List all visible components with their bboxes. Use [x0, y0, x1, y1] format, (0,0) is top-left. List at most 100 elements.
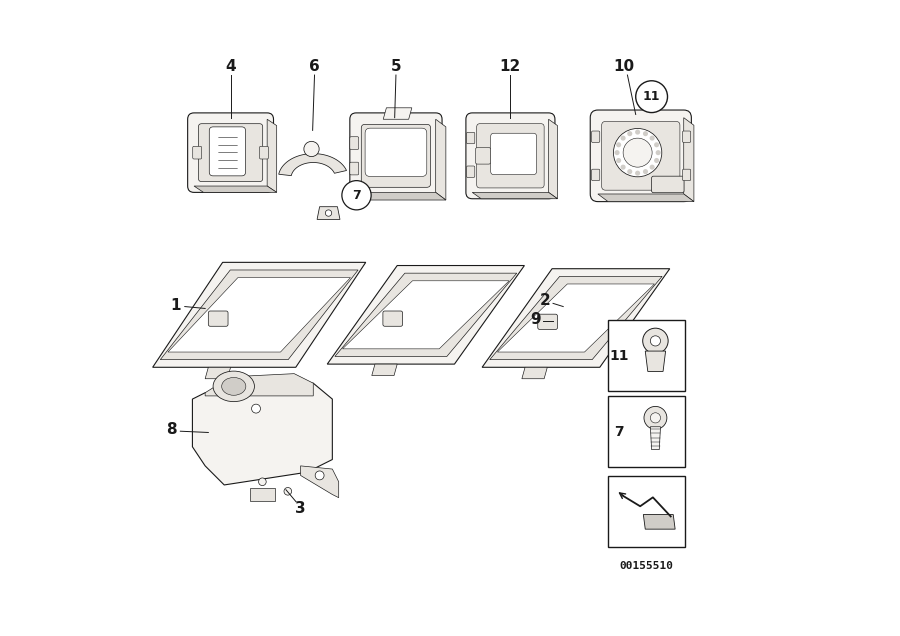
Polygon shape	[317, 207, 340, 219]
Polygon shape	[372, 364, 397, 375]
Polygon shape	[205, 368, 230, 378]
FancyBboxPatch shape	[590, 110, 691, 202]
Circle shape	[651, 336, 661, 346]
Polygon shape	[205, 374, 313, 396]
FancyBboxPatch shape	[350, 162, 359, 175]
FancyBboxPatch shape	[682, 169, 690, 181]
Polygon shape	[651, 427, 661, 450]
Circle shape	[643, 169, 648, 174]
Polygon shape	[168, 277, 350, 352]
Circle shape	[654, 142, 659, 148]
Polygon shape	[193, 383, 332, 485]
Polygon shape	[249, 488, 275, 501]
Polygon shape	[498, 284, 654, 352]
Polygon shape	[490, 276, 662, 360]
Polygon shape	[328, 265, 525, 364]
Circle shape	[635, 170, 640, 176]
Text: 9: 9	[530, 312, 541, 327]
FancyBboxPatch shape	[602, 121, 680, 190]
Polygon shape	[644, 515, 675, 529]
Circle shape	[252, 404, 260, 413]
Circle shape	[635, 130, 640, 135]
Polygon shape	[598, 194, 694, 202]
Polygon shape	[436, 120, 446, 200]
Text: 5: 5	[391, 59, 401, 74]
Bar	[608, 476, 685, 547]
Text: 10: 10	[613, 59, 634, 74]
Text: 2: 2	[540, 293, 551, 308]
Polygon shape	[383, 107, 412, 120]
FancyBboxPatch shape	[188, 113, 274, 192]
Circle shape	[616, 142, 621, 148]
Circle shape	[635, 81, 668, 113]
Polygon shape	[160, 270, 358, 360]
Text: 8: 8	[166, 422, 176, 437]
Polygon shape	[645, 351, 666, 371]
FancyBboxPatch shape	[682, 131, 690, 142]
Ellipse shape	[221, 377, 246, 395]
Text: 1: 1	[170, 298, 181, 313]
Circle shape	[616, 158, 621, 163]
FancyBboxPatch shape	[350, 137, 359, 149]
FancyBboxPatch shape	[591, 169, 599, 181]
Polygon shape	[335, 273, 517, 356]
FancyBboxPatch shape	[208, 311, 228, 326]
Circle shape	[623, 138, 652, 167]
Polygon shape	[267, 120, 276, 192]
Text: 4: 4	[225, 59, 236, 74]
FancyBboxPatch shape	[491, 134, 536, 174]
Text: 00155510: 00155510	[619, 561, 673, 571]
FancyBboxPatch shape	[538, 314, 557, 329]
Circle shape	[614, 128, 662, 177]
Circle shape	[627, 169, 633, 174]
Circle shape	[621, 135, 626, 141]
Circle shape	[644, 406, 667, 429]
Polygon shape	[549, 120, 557, 198]
Text: 7: 7	[615, 425, 624, 439]
Text: 6: 6	[310, 59, 320, 74]
Polygon shape	[522, 368, 547, 378]
Circle shape	[655, 150, 661, 155]
Circle shape	[315, 471, 324, 480]
Circle shape	[651, 413, 661, 423]
Circle shape	[258, 478, 266, 486]
Bar	[608, 320, 685, 391]
Ellipse shape	[213, 371, 255, 402]
Circle shape	[650, 135, 654, 141]
Polygon shape	[301, 466, 338, 497]
Circle shape	[284, 487, 292, 495]
Circle shape	[615, 150, 619, 155]
FancyBboxPatch shape	[477, 123, 544, 188]
Circle shape	[621, 165, 626, 170]
Circle shape	[654, 158, 659, 163]
Circle shape	[342, 181, 371, 210]
Polygon shape	[684, 118, 694, 202]
Text: 11: 11	[609, 349, 629, 363]
Polygon shape	[472, 192, 557, 198]
Text: 7: 7	[352, 189, 361, 202]
Polygon shape	[153, 262, 365, 368]
FancyBboxPatch shape	[199, 123, 263, 182]
FancyBboxPatch shape	[466, 113, 555, 198]
Bar	[608, 396, 685, 467]
FancyBboxPatch shape	[365, 128, 427, 176]
FancyBboxPatch shape	[652, 176, 684, 193]
FancyBboxPatch shape	[591, 131, 599, 142]
FancyBboxPatch shape	[466, 166, 475, 177]
Polygon shape	[482, 268, 670, 368]
Polygon shape	[194, 186, 276, 192]
FancyBboxPatch shape	[382, 311, 402, 326]
FancyBboxPatch shape	[193, 146, 202, 159]
FancyBboxPatch shape	[361, 125, 430, 187]
Circle shape	[643, 131, 648, 136]
Text: 3: 3	[295, 501, 306, 516]
Circle shape	[325, 210, 332, 216]
Text: 12: 12	[500, 59, 521, 74]
Circle shape	[650, 165, 654, 170]
FancyBboxPatch shape	[475, 148, 491, 164]
FancyBboxPatch shape	[466, 132, 475, 144]
Circle shape	[643, 328, 668, 354]
Text: 11: 11	[643, 90, 661, 103]
Polygon shape	[343, 280, 509, 349]
Circle shape	[304, 141, 320, 156]
